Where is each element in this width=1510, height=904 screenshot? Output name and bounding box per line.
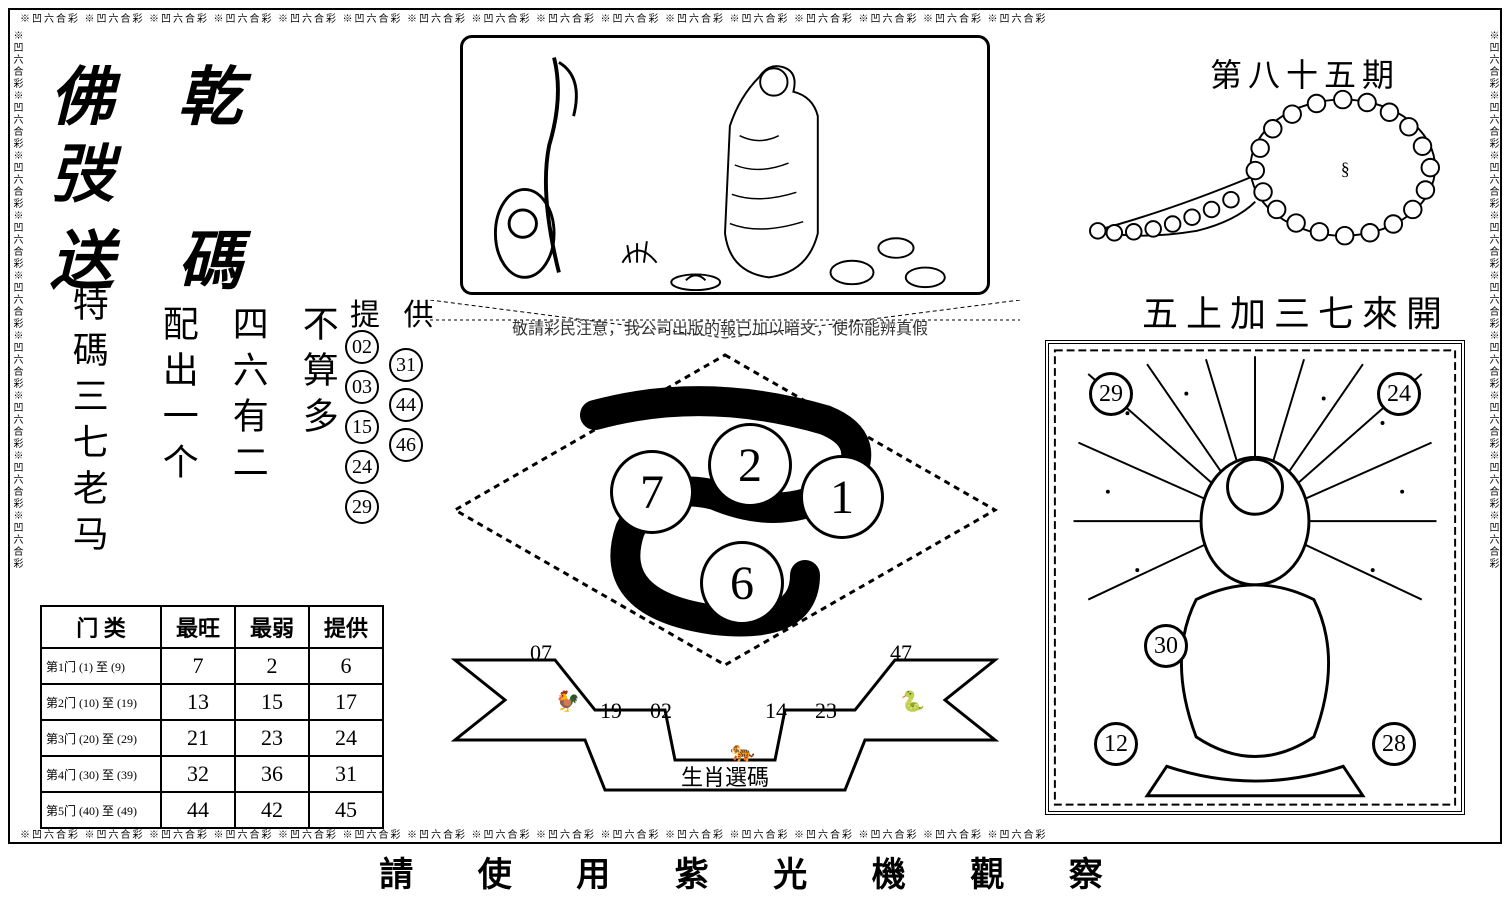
num-circle: 29 xyxy=(345,490,379,524)
big-num-2: 2 xyxy=(708,423,792,507)
banner-num: 02 xyxy=(650,698,672,724)
border-right: ※凹六合彩※凹六合彩※凹六合彩※凹六合彩※凹六合彩※凹六合彩※凹六合彩※凹六合彩… xyxy=(1486,30,1500,824)
banner-num: 19 xyxy=(600,698,622,724)
panel-num-m: 30 xyxy=(1144,624,1188,668)
zodiac-banner: 生肖選碼 🐓 🐅 🐍 07 19 02 14 23 47 xyxy=(445,630,1005,810)
big-num-1: 1 xyxy=(800,455,884,539)
table-row: 第3门 (20) 至 (29)212324 xyxy=(41,720,383,756)
num-circle: 02 xyxy=(345,330,379,364)
poem-col-4: 不算多 xyxy=(285,305,350,443)
big-num-6: 6 xyxy=(700,541,784,625)
table-row: 第1门 (1) 至 (9)726 xyxy=(41,648,383,684)
table-header-row: 门 类 最旺 最弱 提供 xyxy=(41,606,383,648)
num-circle: 44 xyxy=(389,388,423,422)
num-circle: 46 xyxy=(389,428,423,462)
num-circle: 31 xyxy=(389,348,423,382)
poem-col-1: 特碼三七老马 xyxy=(55,285,120,561)
svg-text:🐅: 🐅 xyxy=(730,741,755,763)
poem-col-2: 配出一个 xyxy=(145,305,210,489)
panel-num-br: 28 xyxy=(1372,722,1416,766)
right-phrase: 五上加三七來開 xyxy=(1142,285,1450,337)
footer-instruction: 請 使 用 紫 光 機 觀 察 xyxy=(0,847,1510,896)
th-provide: 提供 xyxy=(309,606,383,648)
center-diamond: 7 2 1 6 xyxy=(445,345,1005,675)
category-table: 门 类 最旺 最弱 提供 第1门 (1) 至 (9)726 第2门 (10) 至… xyxy=(40,605,384,829)
panel-num-tl: 29 xyxy=(1089,372,1133,416)
sage-illustration xyxy=(460,35,990,295)
tigong-circles: 02 03 15 24 29 31 44 46 xyxy=(345,330,423,530)
prayer-beads: § xyxy=(1075,85,1455,260)
warning-text: 敬請彩民注意，我公司出版的報已加以暗文，使你能辨真假 xyxy=(440,315,1000,339)
svg-text:🐍: 🐍 xyxy=(900,689,925,713)
th-category: 门 类 xyxy=(41,606,161,648)
table-row: 第2门 (10) 至 (19)131517 xyxy=(41,684,383,720)
sage-svg xyxy=(463,38,987,292)
banner-num: 47 xyxy=(890,640,912,666)
th-strong: 最旺 xyxy=(161,606,235,648)
svg-text:🐓: 🐓 xyxy=(555,689,580,713)
title-line-1: 佛 乾 弢 xyxy=(50,60,330,214)
banner-caption: 生肖選碼 xyxy=(681,765,769,790)
tigong-label: 提 供 xyxy=(350,290,442,334)
poem-col-3: 四六有二 xyxy=(215,305,280,489)
th-weak: 最弱 xyxy=(235,606,309,648)
banner-num: 23 xyxy=(815,698,837,724)
buddha-panel: 29 24 30 12 28 xyxy=(1045,340,1465,815)
num-circle: 03 xyxy=(345,370,379,404)
banner-num: 07 xyxy=(530,640,552,666)
big-num-7: 7 xyxy=(610,450,694,534)
panel-num-bl: 12 xyxy=(1094,722,1138,766)
title-block: 佛 乾 弢 送 碼 xyxy=(50,60,330,300)
svg-text:§: § xyxy=(1341,158,1350,178)
num-circle: 15 xyxy=(345,410,379,444)
table-row: 第5门 (40) 至 (49)444245 xyxy=(41,792,383,828)
num-circle: 24 xyxy=(345,450,379,484)
table-row: 第4门 (30) 至 (39)323631 xyxy=(41,756,383,792)
border-left: ※凹六合彩※凹六合彩※凹六合彩※凹六合彩※凹六合彩※凹六合彩※凹六合彩※凹六合彩… xyxy=(10,30,24,824)
banner-num: 14 xyxy=(765,698,787,724)
panel-num-tr: 24 xyxy=(1377,372,1421,416)
border-top: ※凹六合彩 ※凹六合彩 ※凹六合彩 ※凹六合彩 ※凹六合彩 ※凹六合彩 ※凹六合… xyxy=(20,10,1490,24)
